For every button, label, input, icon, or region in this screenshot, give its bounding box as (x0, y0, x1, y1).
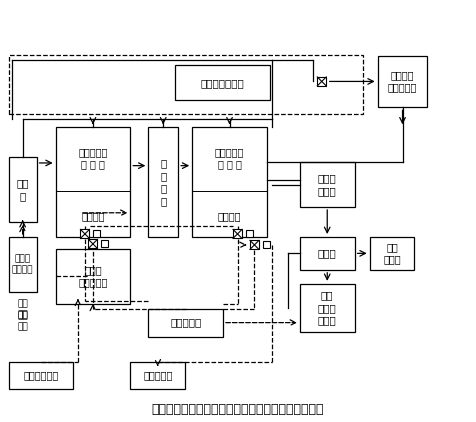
Bar (175, 65, 270, 100)
Bar (80, 230, 89, 238)
Bar (56, 127, 130, 237)
Text: ダスト
フィルタ: ダスト フィルタ (12, 254, 33, 274)
Text: 流量安定化装置: 流量安定化装置 (201, 78, 244, 88)
Text: 測定セル: 測定セル (218, 211, 241, 221)
Text: 吸収液
送液ポンプ: 吸収液 送液ポンプ (78, 265, 108, 287)
Bar (317, 77, 326, 86)
Bar (300, 162, 355, 207)
Bar (89, 239, 98, 249)
Bar (263, 241, 270, 249)
Bar (233, 230, 242, 238)
Bar (250, 241, 259, 249)
Bar (56, 249, 130, 304)
Bar (148, 127, 178, 237)
Bar (300, 284, 355, 332)
Bar (370, 237, 415, 270)
Text: 指示
記録計: 指示 記録計 (383, 242, 401, 265)
Text: 酸
化
ビ
ン: 酸 化 ビ ン (160, 159, 166, 206)
Text: 試料
大気: 試料 大気 (17, 300, 28, 319)
Bar (148, 308, 223, 337)
Bar (130, 362, 185, 390)
Text: 試料
大気: 試料 大気 (17, 312, 28, 331)
Text: 図３　吸光光度法による窒素酸化物計測器の構成例: 図３ 吸光光度法による窒素酸化物計測器の構成例 (152, 403, 324, 416)
Text: 吸収液タンク: 吸収液タンク (23, 371, 59, 381)
Text: 吸光度
測定器: 吸光度 測定器 (318, 173, 337, 196)
Bar (9, 362, 73, 390)
Text: 二酸化炭素
吸 収 器: 二酸化炭素 吸 収 器 (78, 147, 108, 169)
Bar (246, 230, 253, 238)
Text: 排液タンク: 排液タンク (143, 371, 172, 381)
Bar (9, 157, 37, 222)
Bar (300, 237, 355, 270)
Text: 測定セル: 測定セル (81, 211, 105, 221)
Text: 一酸化炭素
吸 収 器: 一酸化炭素 吸 収 器 (215, 147, 244, 169)
Bar (93, 230, 100, 238)
Bar (9, 54, 363, 114)
Text: 自動
レンジ
切換器: 自動 レンジ 切換器 (318, 290, 337, 325)
Bar (377, 56, 427, 107)
Bar (101, 241, 109, 247)
Bar (192, 127, 267, 237)
Bar (9, 237, 37, 292)
Text: 増幅器: 増幅器 (318, 249, 337, 258)
Text: 試料大気
吸引ポンプ: 試料大気 吸引ポンプ (388, 70, 417, 92)
Text: 流量
計: 流量 計 (16, 179, 29, 201)
Text: プログラマ: プログラマ (170, 318, 201, 327)
